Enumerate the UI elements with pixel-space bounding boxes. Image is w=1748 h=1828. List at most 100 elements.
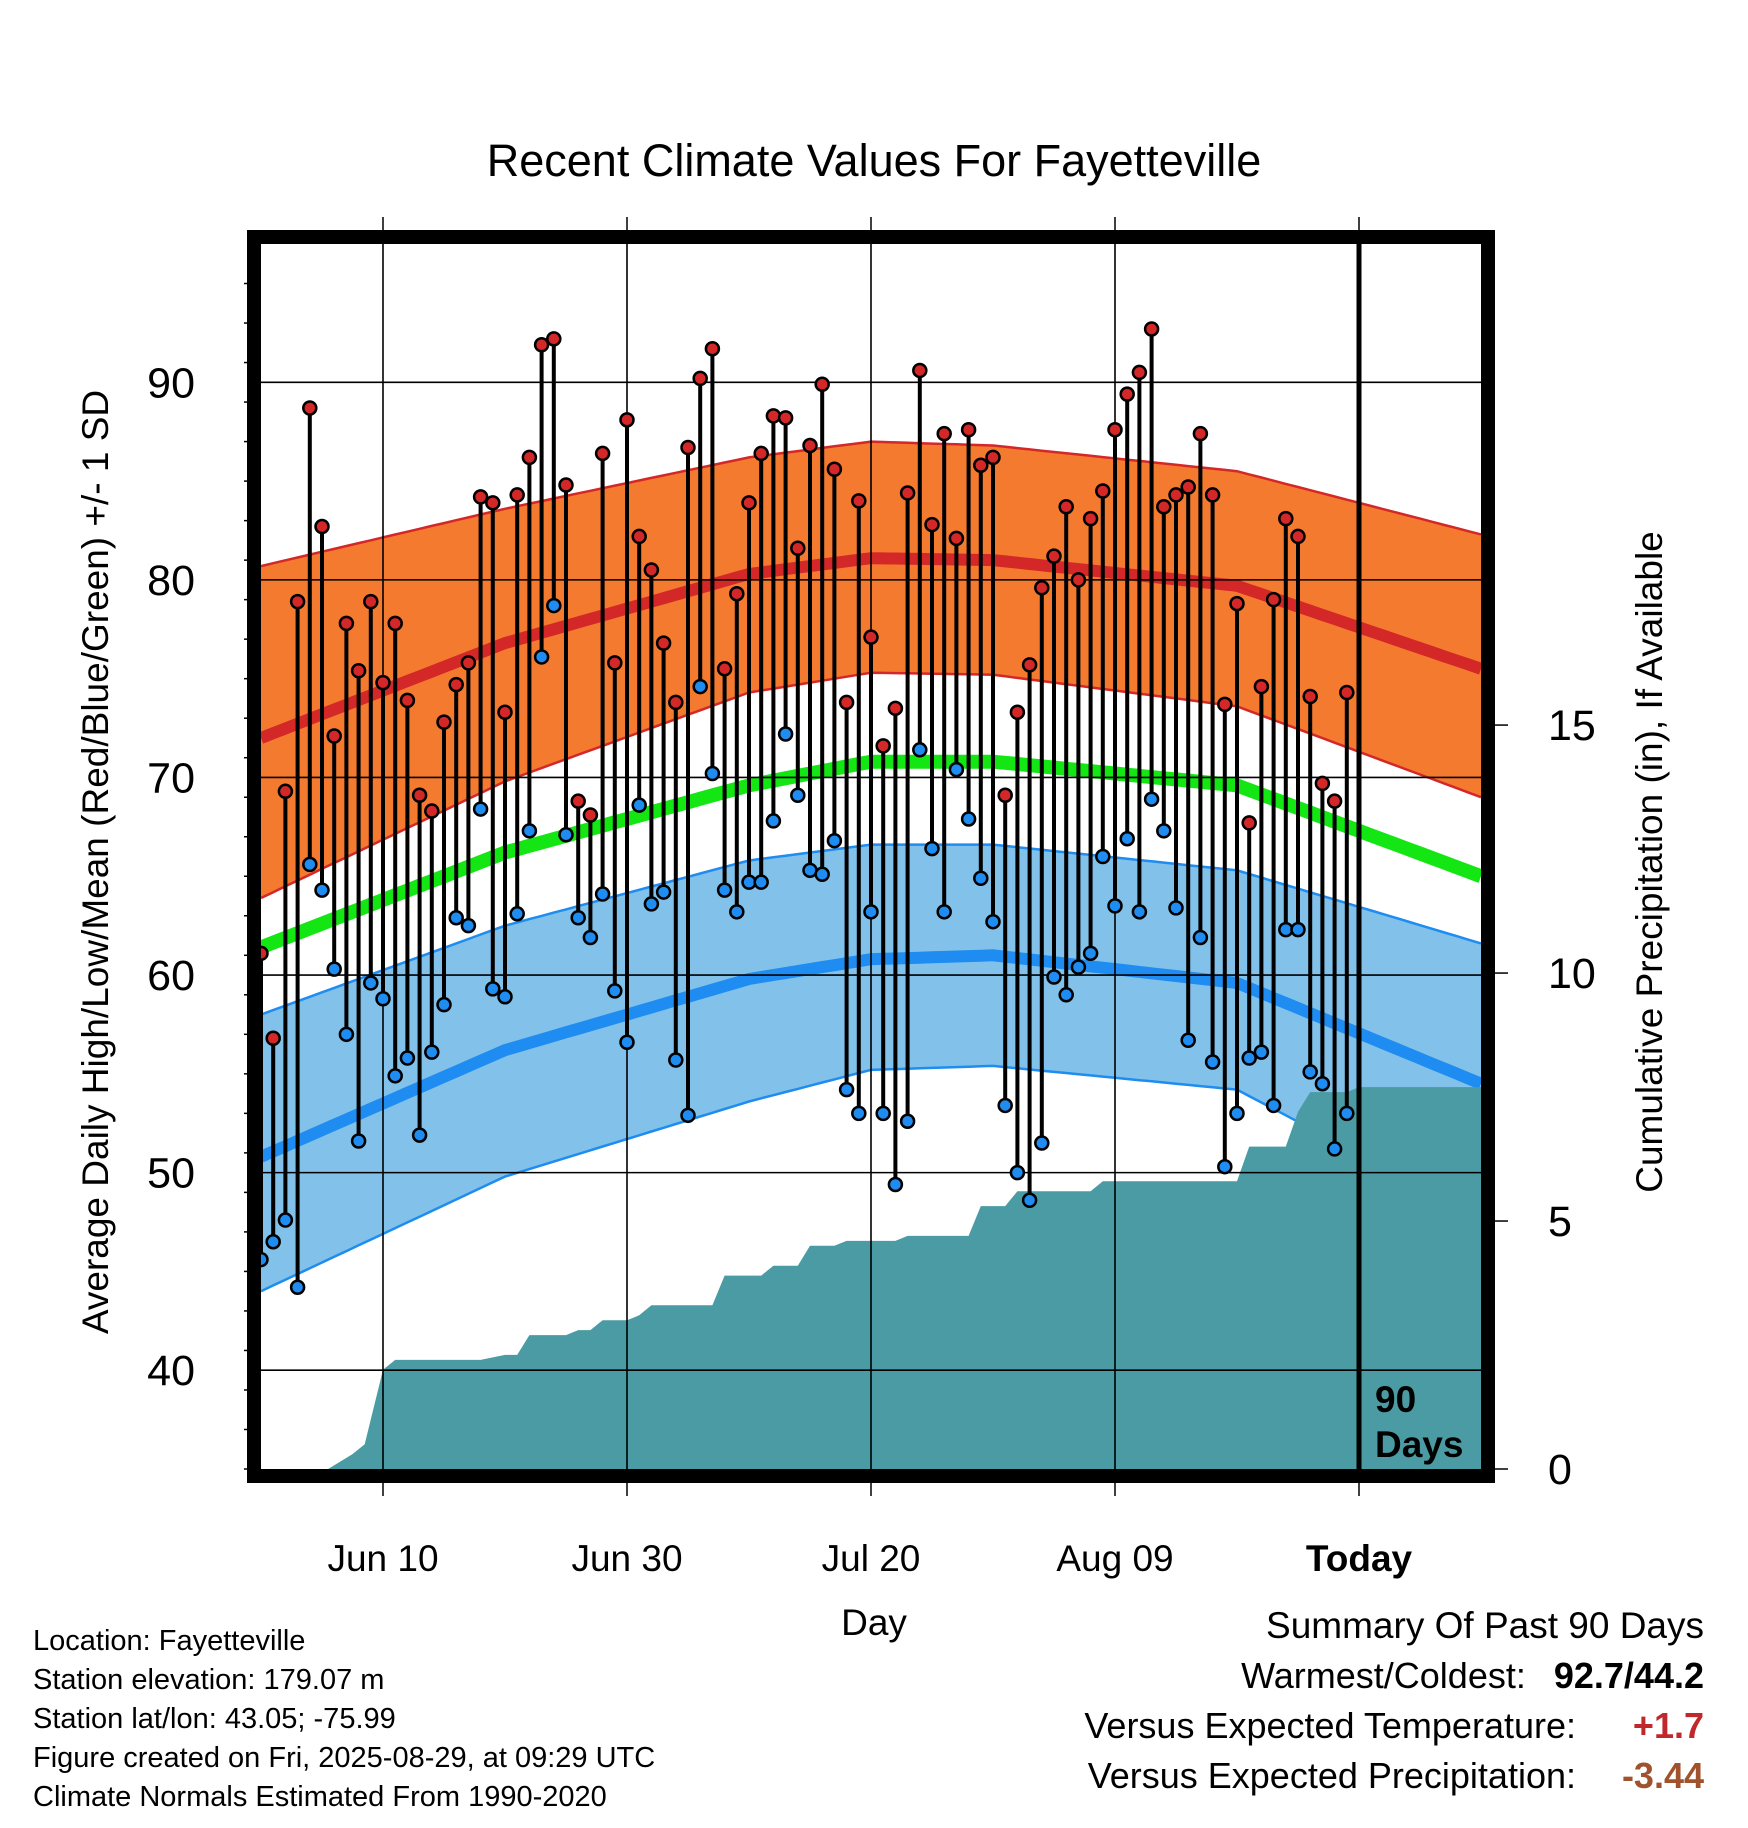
daily-high-point (1168, 487, 1184, 503)
daily-low-point (716, 882, 733, 898)
plot-frame (247, 230, 1495, 1483)
daily-high-point (973, 457, 989, 474)
daily-low-point (1119, 830, 1135, 847)
y-tick-label: 80 (147, 557, 195, 605)
today-days-count: 90 (1375, 1379, 1416, 1420)
daily-high-point (765, 408, 782, 424)
summary-temp-row: Versus Expected Temperature: +1.7 (1084, 1701, 1704, 1751)
daily-high-point (1253, 678, 1270, 695)
daily-high-point (814, 376, 830, 393)
daily-low-point (985, 913, 1001, 930)
daily-high-point (497, 704, 513, 721)
daily-high-point (1107, 421, 1123, 438)
y-tick-label: 60 (147, 952, 195, 1000)
daily-high-point (753, 445, 769, 462)
y-tick-label: 40 (147, 1347, 195, 1395)
daily-high-point (363, 593, 379, 610)
daily-low-point (1229, 1105, 1245, 1122)
daily-high-point (472, 489, 489, 505)
daily-high-point (802, 437, 818, 454)
daily-high-point (1058, 499, 1074, 515)
daily-high-point (1290, 528, 1306, 545)
daily-high-point (777, 410, 794, 426)
daily-high-point (936, 425, 952, 442)
daily-high-point (533, 337, 550, 353)
daily-high-point (997, 787, 1013, 803)
daily-high-point (424, 803, 440, 819)
daily-low-point (472, 801, 489, 817)
summary-title: Summary Of Past 90 Days (1266, 1605, 1704, 1646)
daily-low-point (1009, 1164, 1026, 1181)
daily-low-point (1326, 1141, 1343, 1157)
daily-high-point (741, 495, 757, 511)
daily-high-point (1034, 580, 1050, 596)
daily-low-point (1192, 929, 1209, 946)
daily-low-point (1314, 1075, 1331, 1092)
daily-low-point (729, 904, 745, 920)
x-axis-label: Day (841, 1602, 907, 1643)
daily-high-point (1326, 793, 1343, 809)
daily-low-point (887, 1176, 904, 1193)
daily-low-point (350, 1133, 367, 1149)
daily-low-point (558, 827, 574, 843)
daily-low-point (1180, 1032, 1196, 1048)
y2-tick-label: 10 (1548, 950, 1596, 998)
daily-low-point (460, 917, 477, 934)
daily-high-point (924, 516, 940, 533)
daily-high-point (875, 738, 891, 754)
chart-title: Recent Climate Values For Fayetteville (487, 135, 1261, 186)
daily-low-point (521, 823, 538, 839)
daily-low-point (387, 1068, 403, 1084)
daily-high-point (985, 449, 1001, 466)
daily-low-point (1253, 1044, 1270, 1060)
summary-precip-value: -3.44 (1621, 1755, 1704, 1796)
daily-high-point (838, 694, 855, 711)
daily-high-point (692, 370, 708, 387)
daily-high-point (1180, 479, 1196, 495)
daily-low-point (631, 797, 647, 813)
daily-low-point (704, 765, 721, 782)
daily-low-point (863, 904, 879, 920)
daily-low-point (1168, 900, 1184, 916)
daily-high-point (558, 477, 574, 493)
y2-tick-label: 0 (1548, 1446, 1572, 1494)
daily-low-point (594, 886, 611, 902)
precip-area (328, 1087, 1482, 1469)
summary-temp-value: +1.7 (1632, 1705, 1704, 1746)
daily-low-point (314, 882, 330, 898)
summary-warmest-label: Warmest/Coldest: (1241, 1655, 1526, 1696)
daily-high-point (680, 439, 696, 456)
daily-low-point (619, 1034, 635, 1050)
daily-high-point (448, 676, 464, 693)
daily-high-point (716, 661, 733, 677)
daily-low-point (277, 1212, 294, 1228)
daily-high-point (643, 562, 660, 578)
daily-high-point (899, 485, 916, 501)
daily-low-point (1058, 987, 1074, 1003)
daily-high-point (729, 585, 745, 602)
daily-high-point (1009, 704, 1026, 721)
summary-warmest-value: 92.7/44.2 (1553, 1655, 1704, 1696)
daily-high-point (948, 530, 965, 547)
daily-high-point (411, 787, 428, 803)
daily-high-point (338, 615, 355, 632)
daily-low-point (765, 813, 782, 829)
daily-high-point (1217, 696, 1233, 713)
daily-low-point (680, 1107, 696, 1124)
daily-low-point (790, 787, 806, 803)
daily-high-point (521, 449, 538, 466)
y-tick-label: 50 (147, 1150, 195, 1198)
daily-low-point (1156, 823, 1172, 839)
y-tick-label: 90 (147, 359, 195, 407)
daily-low-point (485, 981, 501, 997)
daily-low-point (582, 929, 599, 946)
daily-high-point (277, 783, 294, 800)
daily-high-point (1119, 386, 1135, 402)
daily-low-point (1046, 969, 1062, 985)
x-tick-label: Jul 20 (822, 1538, 921, 1579)
y2-tick-label: 5 (1548, 1198, 1572, 1246)
daily-high-point (1021, 657, 1038, 673)
daily-low-point (655, 884, 672, 900)
summary-temp-label: Versus Expected Temperature: (1084, 1705, 1576, 1746)
